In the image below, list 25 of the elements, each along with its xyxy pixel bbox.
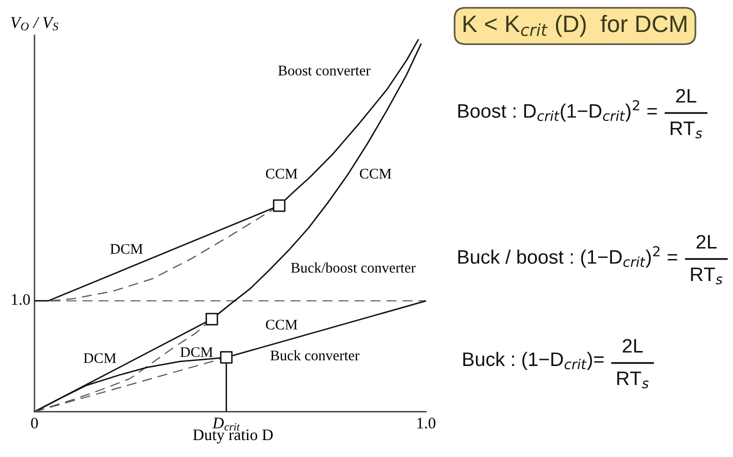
annotation: Buck/boost converter (291, 262, 416, 273)
text: 2L (622, 338, 643, 353)
annotation: CCM (266, 168, 298, 179)
annotation: DCM (110, 244, 143, 254)
text: Buck : (1−D$_{crit}$)= (463, 352, 604, 370)
annotation: CCM (266, 320, 298, 330)
text: RT$_{s}$ (691, 268, 722, 284)
text: RT$_{s}$ (617, 372, 649, 388)
text: 1.0 (12, 294, 30, 305)
annotation: Boost converter (278, 66, 370, 76)
x-tick-label: D$_{crit}$ (212, 418, 240, 431)
x-axis-title: Duty ratio D (193, 429, 273, 444)
annotation: Buck converter (270, 350, 360, 360)
y-axis-title: V$_{O}$ / V$_{S}$ (11, 17, 58, 30)
annotation: DCM (84, 353, 116, 364)
text: Buck / boost : (1−D$_{crit}$)$^{2}$ = (458, 246, 678, 268)
text: 2L (696, 234, 717, 249)
annotation: CCM (360, 168, 392, 179)
x-tick-label: 0 (31, 418, 38, 428)
text: RT$_{s}$ (670, 122, 702, 138)
annotation: DCM (180, 347, 213, 358)
text: K < K$_{crit}$ (D) for DCM (464, 14, 686, 37)
text: Boost : D$_{crit}$(1−D$_{crit}$)$^{2}$ = (458, 100, 657, 122)
text: 2L (676, 88, 696, 103)
x-tick-label: 1.0 (417, 418, 436, 429)
